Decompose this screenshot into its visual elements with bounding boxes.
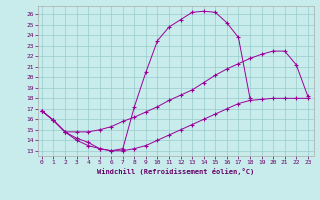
X-axis label: Windchill (Refroidissement éolien,°C): Windchill (Refroidissement éolien,°C) [97, 168, 255, 175]
